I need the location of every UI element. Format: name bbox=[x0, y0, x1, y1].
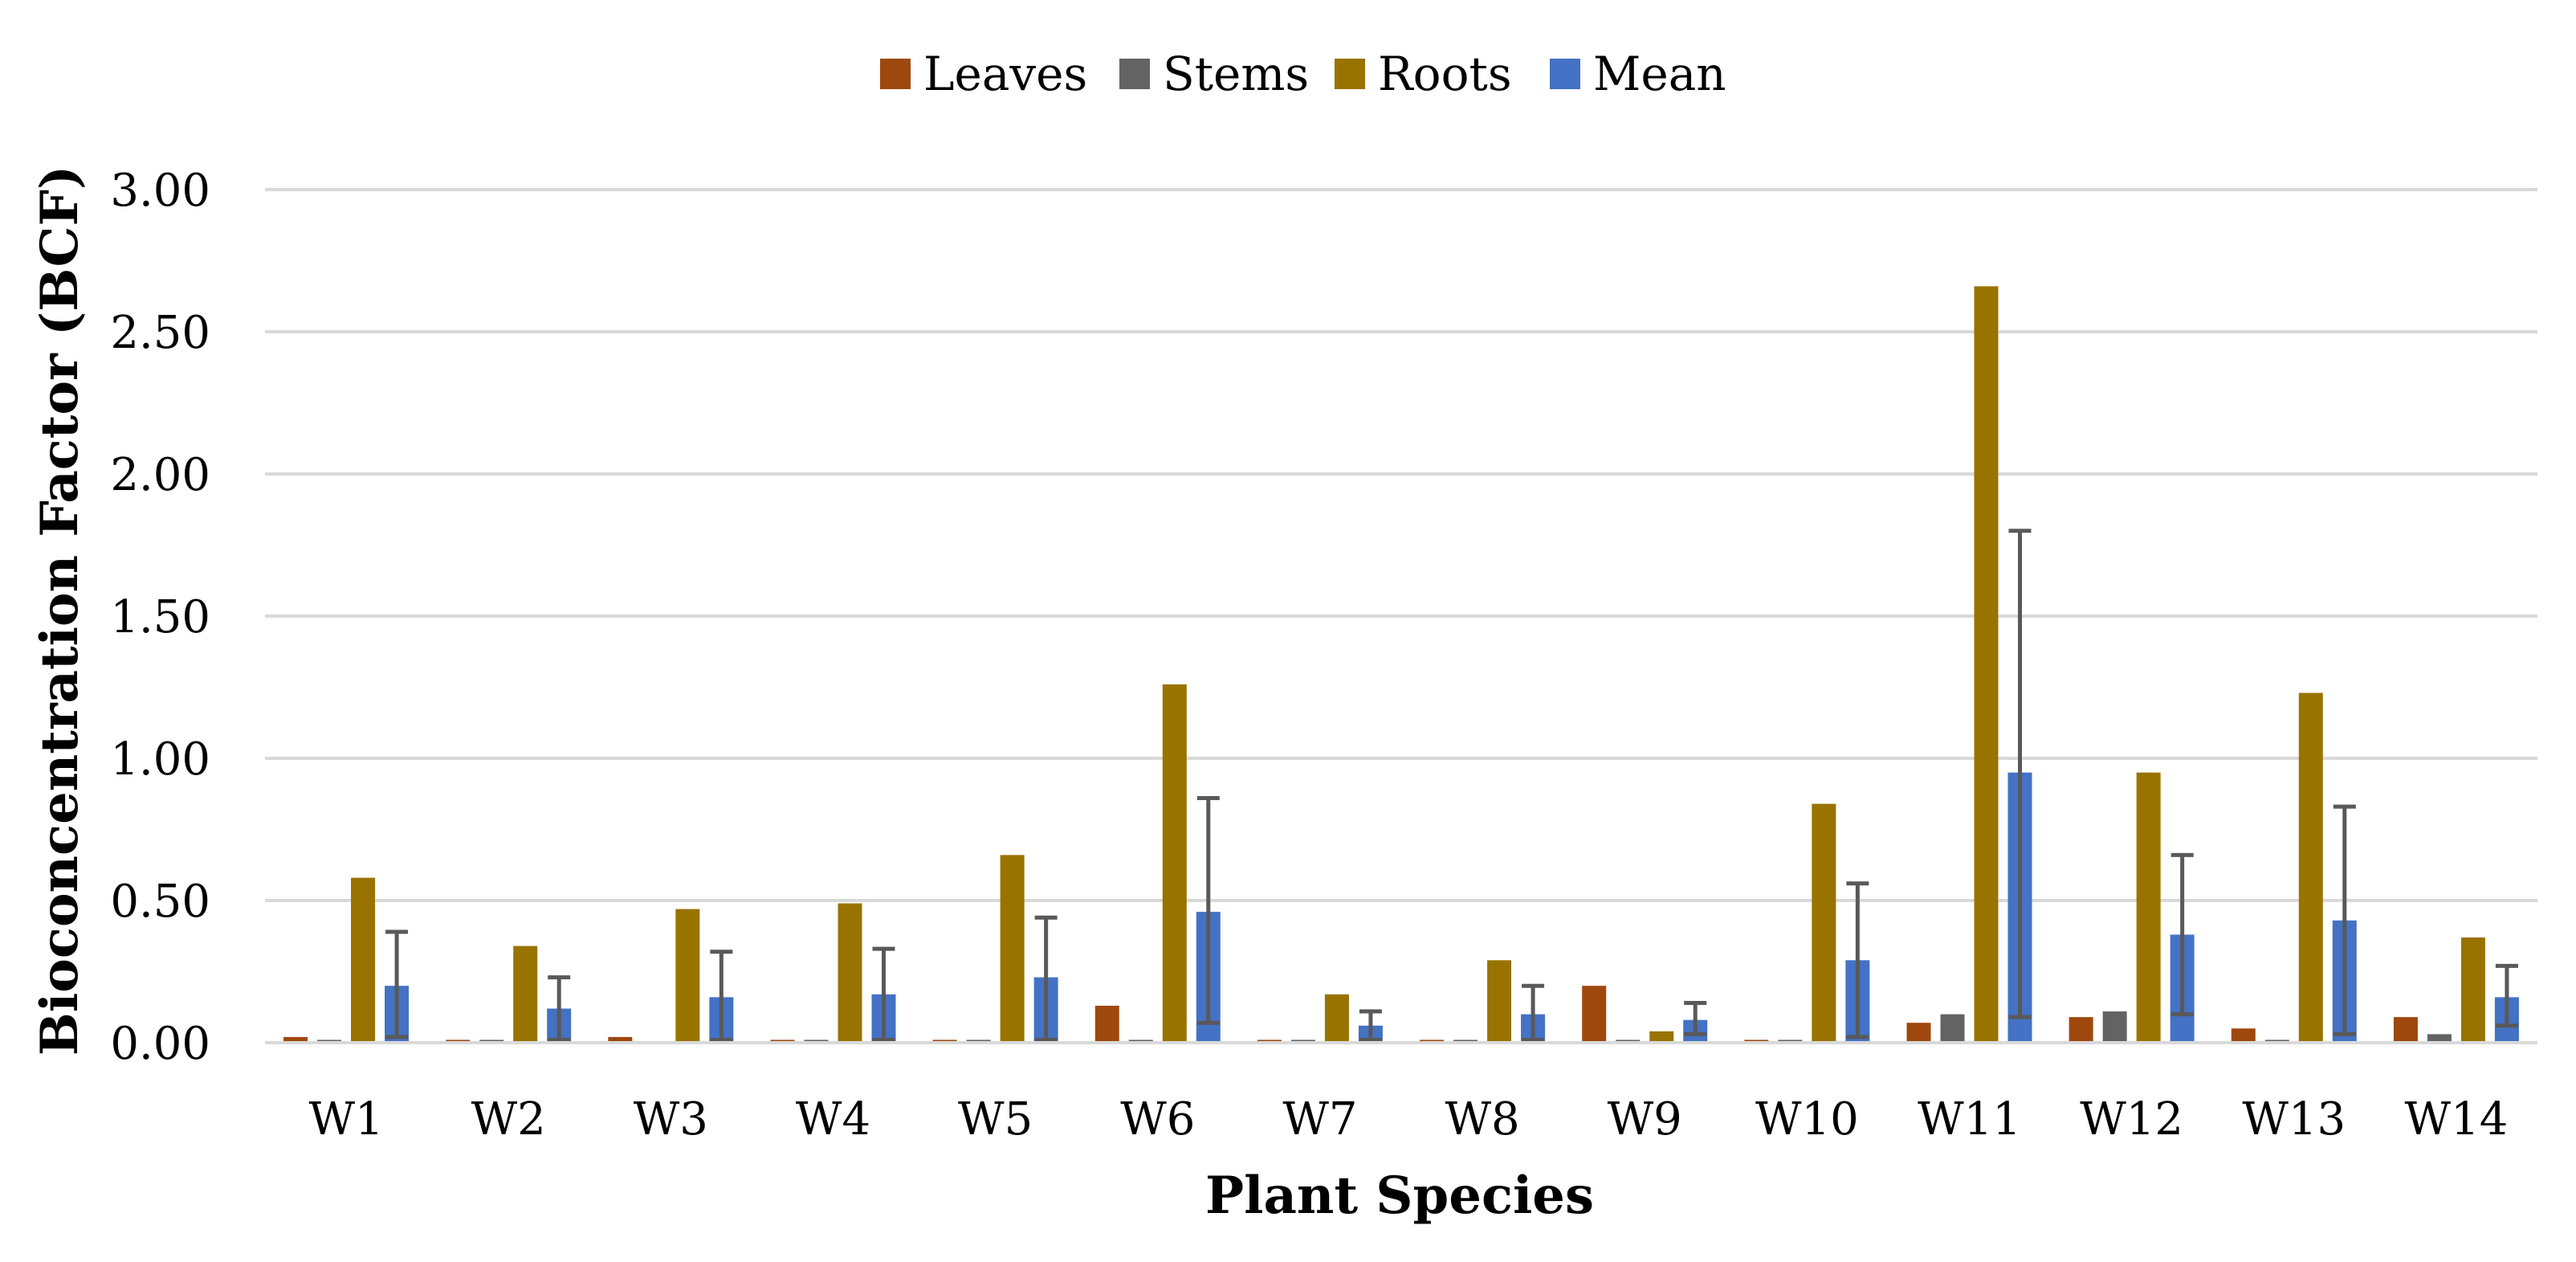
bar-roots-w13 bbox=[2298, 692, 2323, 1043]
y-tick-label: 1.50 bbox=[110, 591, 210, 643]
bar-roots-w1 bbox=[351, 877, 376, 1043]
legend: Leaves Stems Roots Mean bbox=[880, 47, 1726, 101]
bar-roots-w4 bbox=[838, 903, 862, 1043]
legend-swatch-stems bbox=[1119, 59, 1150, 89]
bar-roots-w3 bbox=[675, 909, 700, 1043]
x-tick-label: W2 bbox=[471, 1093, 546, 1146]
bar-roots-w9 bbox=[1649, 1031, 1674, 1043]
bar-roots-w11 bbox=[1974, 286, 1999, 1043]
x-tick-label: W8 bbox=[1445, 1093, 1519, 1146]
bars bbox=[283, 286, 2519, 1043]
gridlines bbox=[265, 188, 2537, 902]
legend-swatch-roots bbox=[1335, 59, 1365, 89]
bar-roots-w6 bbox=[1162, 684, 1187, 1043]
legend-swatch-leaves bbox=[880, 59, 911, 89]
x-tick-label: W3 bbox=[634, 1093, 708, 1146]
bar-roots-w2 bbox=[513, 945, 538, 1043]
x-tick-label: W4 bbox=[796, 1093, 870, 1146]
bar-leaves-w13 bbox=[2231, 1028, 2256, 1043]
y-tick-label: 2.00 bbox=[110, 449, 210, 501]
x-tick-label: W9 bbox=[1608, 1093, 1682, 1146]
legend-label-leaves: Leaves bbox=[923, 47, 1087, 101]
bar-leaves-w1 bbox=[283, 1036, 308, 1043]
x-tick-label: W11 bbox=[1918, 1093, 2021, 1146]
bar-roots-w14 bbox=[2460, 937, 2485, 1043]
bar-roots-w7 bbox=[1324, 994, 1349, 1043]
x-tick-label: W6 bbox=[1120, 1093, 1195, 1146]
error-bars bbox=[385, 529, 2518, 1042]
x-tick-label: W1 bbox=[308, 1093, 383, 1146]
bar-roots-w10 bbox=[1812, 803, 1836, 1043]
bar-stems-w12 bbox=[2102, 1011, 2127, 1043]
bar-roots-w5 bbox=[1000, 855, 1025, 1043]
x-tick-label: W14 bbox=[2405, 1093, 2509, 1146]
legend-label-roots: Roots bbox=[1378, 47, 1512, 101]
bar-leaves-w12 bbox=[2069, 1017, 2093, 1043]
x-tick-label: W5 bbox=[958, 1093, 1033, 1146]
legend-swatch-mean bbox=[1550, 59, 1580, 89]
legend-label-mean: Mean bbox=[1593, 47, 1726, 101]
x-tick-label: W10 bbox=[1755, 1093, 1859, 1146]
x-tick-label: W7 bbox=[1282, 1093, 1357, 1146]
legend-label-stems: Stems bbox=[1163, 47, 1309, 101]
bar-leaves-w3 bbox=[608, 1036, 633, 1043]
bar-leaves-w14 bbox=[2393, 1017, 2418, 1043]
bar-stems-w11 bbox=[1940, 1014, 1965, 1043]
y-tick-label: 2.50 bbox=[110, 307, 210, 359]
x-axis-title: Plant Species bbox=[1205, 1166, 1594, 1226]
y-tick-label: 1.00 bbox=[110, 733, 210, 786]
bar-roots-w8 bbox=[1487, 960, 1512, 1043]
bar-leaves-w6 bbox=[1094, 1005, 1119, 1043]
bar-leaves-w9 bbox=[1582, 986, 1607, 1043]
bar-leaves-w11 bbox=[1906, 1023, 1931, 1043]
bar-roots-w12 bbox=[2136, 772, 2161, 1043]
bar-stems-w14 bbox=[2427, 1034, 2452, 1043]
axes: 0.00 0.50 1.00 1.50 2.00 2.50 3.00 W1 W2 W3 W4 W5 W6… bbox=[110, 165, 2537, 1146]
y-tick-label: 0.00 bbox=[110, 1018, 210, 1070]
y-tick-label: 3.00 bbox=[110, 165, 210, 217]
y-axis-title: Bioconcentration Factor (BCF) bbox=[30, 165, 90, 1056]
x-tick-label: W12 bbox=[2080, 1093, 2183, 1146]
x-tick-label: W13 bbox=[2242, 1093, 2346, 1146]
y-tick-label: 0.50 bbox=[110, 876, 210, 928]
